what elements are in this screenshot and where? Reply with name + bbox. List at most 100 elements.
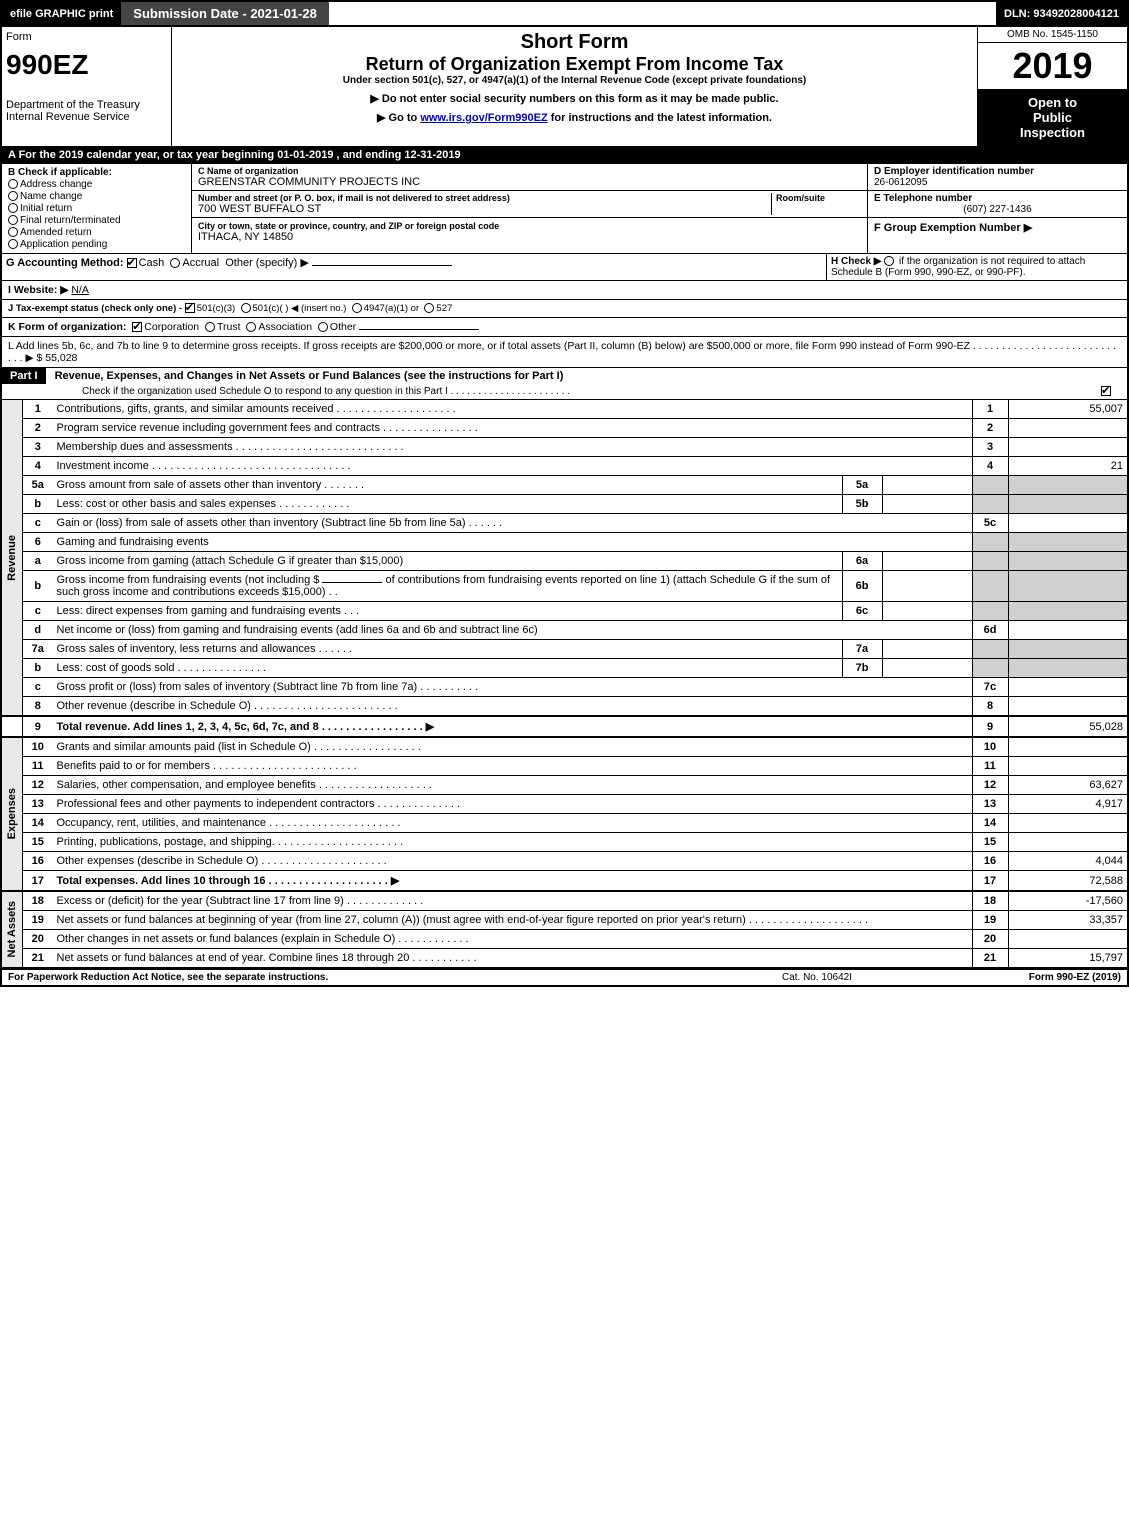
k-assoc-radio[interactable]	[246, 322, 256, 332]
line-18: Net Assets 18Excess or (deficit) for the…	[1, 891, 1128, 911]
entity-block: B Check if applicable: Address change Na…	[0, 164, 1129, 254]
line-7b-desc: Less: cost of goods sold . . . . . . . .…	[53, 659, 843, 678]
line-1-amt: 55,007	[1008, 400, 1128, 419]
k-other-input[interactable]	[359, 329, 479, 330]
line-19-amt: 33,357	[1008, 911, 1128, 930]
section-def: D Employer identification number 26-0612…	[867, 164, 1127, 253]
chk-initial[interactable]: Initial return	[8, 203, 185, 214]
line-1-desc: Contributions, gifts, grants, and simila…	[53, 400, 973, 419]
line-3-desc: Membership dues and assessments . . . . …	[53, 438, 973, 457]
e-label: E Telephone number	[874, 193, 1121, 204]
line-1-num: 1	[972, 400, 1008, 419]
k-corp-check[interactable]	[132, 322, 142, 332]
dept-label: Department of the Treasury	[6, 99, 167, 111]
g-accrual-radio[interactable]	[170, 258, 180, 268]
chk-amended[interactable]: Amended return	[8, 227, 185, 238]
line-7c-desc: Gross profit or (loss) from sales of inv…	[53, 678, 973, 697]
line-21-amt: 15,797	[1008, 949, 1128, 969]
line-6a-desc: Gross income from gaming (attach Schedul…	[53, 552, 843, 571]
line-6d-desc: Net income or (loss) from gaming and fun…	[53, 621, 973, 640]
irs-link[interactable]: www.irs.gov/Form990EZ	[420, 112, 547, 124]
efile-label[interactable]: efile GRAPHIC print	[2, 2, 121, 25]
part-i-header: Part I Revenue, Expenses, and Changes in…	[0, 368, 1129, 400]
line-7b: bLess: cost of goods sold . . . . . . . …	[1, 659, 1128, 678]
line-5b-desc: Less: cost or other basis and sales expe…	[53, 495, 843, 514]
topbar-spacer	[329, 2, 996, 25]
line-18-desc: Excess or (deficit) for the year (Subtra…	[53, 891, 973, 911]
line-13-num: 13	[972, 795, 1008, 814]
line-2-amt	[1008, 419, 1128, 438]
line-6a-greyamt	[1008, 552, 1128, 571]
g-accrual: Accrual	[182, 257, 219, 269]
line-9-num: 9	[972, 716, 1008, 737]
line-4-amt: 21	[1008, 457, 1128, 476]
j-501c3-check[interactable]	[185, 303, 195, 313]
part-i-title: Revenue, Expenses, and Changes in Net As…	[49, 368, 570, 384]
line-5a-subv	[882, 476, 972, 495]
g-cash-check[interactable]	[127, 258, 137, 268]
chk-name[interactable]: Name change	[8, 191, 185, 202]
title-short-form: Short Form	[180, 31, 969, 54]
line-6b-greyamt	[1008, 571, 1128, 602]
line-6a-sub: 6a	[842, 552, 882, 571]
line-20: 20Other changes in net assets or fund ba…	[1, 930, 1128, 949]
row-k: K Form of organization: Corporation Trus…	[0, 318, 1129, 337]
line-6b-amt-input[interactable]	[322, 582, 382, 583]
j-527-radio[interactable]	[424, 303, 434, 313]
h-check[interactable]	[884, 256, 894, 266]
line-18-amt: -17,560	[1008, 891, 1128, 911]
inspection-box: Open to Public Inspection	[978, 89, 1127, 146]
line-6c-greyamt	[1008, 602, 1128, 621]
inspect-3: Inspection	[982, 125, 1123, 140]
line-8-amt	[1008, 697, 1128, 717]
chk-final[interactable]: Final return/terminated	[8, 215, 185, 226]
netassets-vlabel: Net Assets	[1, 891, 23, 968]
line-6-greyamt	[1008, 533, 1128, 552]
part-i-schedo-check[interactable]	[1101, 386, 1111, 396]
g-cash: Cash	[139, 257, 165, 269]
line-4-desc: Investment income . . . . . . . . . . . …	[53, 457, 973, 476]
line-11-desc: Benefits paid to or for members . . . . …	[53, 757, 973, 776]
expenses-vlabel: Expenses	[1, 737, 23, 891]
line-2-desc: Program service revenue including govern…	[53, 419, 973, 438]
line-10-num: 10	[972, 737, 1008, 757]
j-4947: 4947(a)(1) or	[364, 303, 419, 314]
line-5b-grey	[972, 495, 1008, 514]
chk-pending[interactable]: Application pending	[8, 239, 185, 250]
row-l: L Add lines 5b, 6c, and 7b to line 9 to …	[0, 337, 1129, 368]
line-13-desc: Professional fees and other payments to …	[53, 795, 973, 814]
k-other-radio[interactable]	[318, 322, 328, 332]
line-6a: aGross income from gaming (attach Schedu…	[1, 552, 1128, 571]
g-other-input[interactable]	[312, 265, 452, 266]
i-label: I Website: ▶	[8, 284, 68, 296]
city-value: ITHACA, NY 14850	[198, 231, 861, 243]
line-6c-grey	[972, 602, 1008, 621]
line-6b-d1: Gross income from fundraising events (no…	[57, 574, 320, 586]
g-label: G Accounting Method:	[6, 257, 124, 269]
k-trust: Trust	[217, 321, 241, 333]
g-other: Other (specify) ▶	[225, 257, 309, 269]
j-501c3: 501(c)(3)	[197, 303, 236, 314]
k-trust-radio[interactable]	[205, 322, 215, 332]
j-501c-radio[interactable]	[241, 303, 251, 313]
j-4947-radio[interactable]	[352, 303, 362, 313]
chk-address[interactable]: Address change	[8, 179, 185, 190]
form-number: 990EZ	[6, 49, 167, 81]
line-5a: 5aGross amount from sale of assets other…	[1, 476, 1128, 495]
l-text: L Add lines 5b, 6c, and 7b to line 9 to …	[8, 340, 1116, 364]
line-21-num: 21	[972, 949, 1008, 969]
c-city-row: City or town, state or province, country…	[192, 218, 867, 246]
line-7a: 7aGross sales of inventory, less returns…	[1, 640, 1128, 659]
line-7b-subv	[882, 659, 972, 678]
k-corp: Corporation	[144, 321, 199, 333]
line-5a-desc: Gross amount from sale of assets other t…	[53, 476, 843, 495]
l-amount: 55,028	[45, 352, 77, 364]
line-17: 17Total expenses. Add lines 10 through 1…	[1, 871, 1128, 892]
tax-year: 2019	[978, 43, 1127, 89]
goto-note: ▶ Go to www.irs.gov/Form990EZ for instru…	[180, 111, 969, 124]
line-6d-num: 6d	[972, 621, 1008, 640]
line-7b-grey	[972, 659, 1008, 678]
chk-name-lbl: Name change	[20, 191, 82, 202]
line-19-num: 19	[972, 911, 1008, 930]
line-12-amt: 63,627	[1008, 776, 1128, 795]
